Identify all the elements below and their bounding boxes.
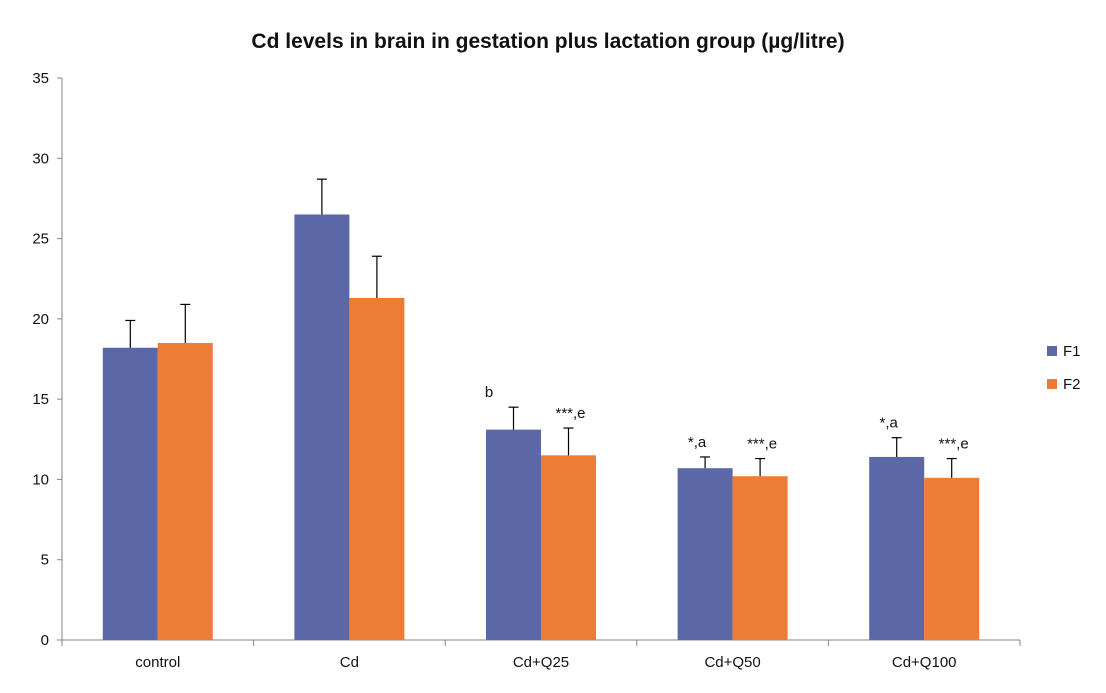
bar-f1-1 bbox=[294, 214, 350, 640]
x-tick-label: Cd+Q100 bbox=[892, 654, 957, 671]
x-tick-label: control bbox=[135, 654, 180, 671]
bar-f1-3 bbox=[677, 468, 733, 640]
axes: 0 5 10 15 20 25 30 35 control Cd Cd+Q25 Cd+Q50 Cd+Q1… bbox=[32, 70, 1021, 671]
y-tick-label: 35 bbox=[32, 70, 49, 87]
y-tick-label: 5 bbox=[41, 552, 49, 569]
legend-label-f2: F2 bbox=[1063, 376, 1081, 393]
chart-title: Cd levels in brain in gestation plus lac… bbox=[251, 30, 844, 53]
bar-f2-0 bbox=[157, 342, 213, 640]
legend-swatch-f1 bbox=[1047, 346, 1057, 356]
bar-f2-3 bbox=[732, 476, 788, 640]
x-tick-label: Cd+Q25 bbox=[513, 654, 569, 671]
annotation-f1-4: *,a bbox=[880, 415, 899, 432]
bar-f1-0 bbox=[102, 347, 158, 640]
y-tick-label: 25 bbox=[32, 231, 49, 248]
x-tick-label: Cd+Q50 bbox=[704, 654, 760, 671]
annotation-f1-2: b bbox=[485, 384, 493, 401]
annotation-f1-3: *,a bbox=[688, 434, 707, 451]
annotation-f2-3: ***,e bbox=[747, 436, 777, 453]
y-tick-label: 15 bbox=[32, 391, 49, 408]
legend-label-f1: F1 bbox=[1063, 343, 1081, 360]
bar-f2-4 bbox=[924, 477, 980, 640]
y-tick-label: 30 bbox=[32, 150, 49, 167]
error-bars bbox=[125, 178, 957, 478]
bar-f1-2 bbox=[486, 429, 541, 640]
annotations: b *,a *,a ***,e ***,e ***,e bbox=[485, 384, 969, 452]
bar-f2-2 bbox=[541, 455, 596, 640]
y-tick-label: 0 bbox=[41, 632, 49, 649]
annotation-f2-4: ***,e bbox=[939, 436, 969, 453]
annotation-f2-2: ***,e bbox=[555, 405, 585, 422]
y-tick-label: 20 bbox=[32, 311, 49, 328]
legend: F1 F2 bbox=[1047, 343, 1081, 393]
legend-swatch-f2 bbox=[1047, 379, 1057, 389]
x-tick-label: Cd bbox=[340, 654, 359, 671]
bar-f1-4 bbox=[869, 456, 925, 640]
bar-f2-1 bbox=[349, 297, 405, 640]
y-tick-label: 10 bbox=[32, 471, 49, 488]
bars bbox=[102, 214, 980, 640]
